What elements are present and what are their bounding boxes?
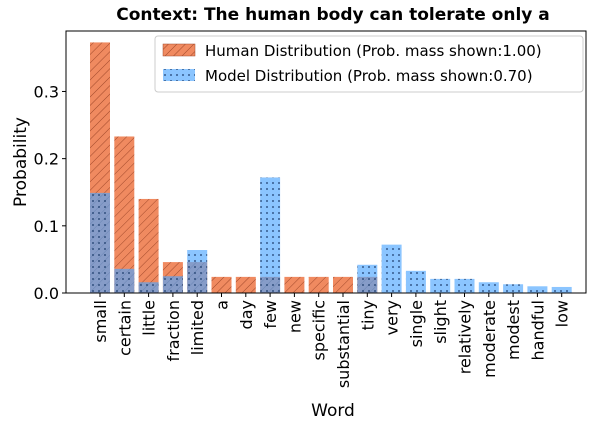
bar [357,264,378,293]
x-tick-label: new [285,300,304,333]
chart-title: Context: The human body can tolerate onl… [116,5,550,25]
x-tick-label: day [237,300,256,329]
bar [405,270,426,293]
x-tick-label: slight [431,300,450,344]
y-tick-label: 0.0 [34,284,59,303]
bar [260,177,281,293]
bar [211,276,232,293]
x-tick-label: a [213,300,232,310]
bar [503,284,524,293]
x-tick-label: tiny [358,300,377,330]
y-tick-label: 0.3 [34,82,59,101]
legend-label: Human Distribution (Prob. mass shown:1.0… [205,42,542,60]
bar [138,198,159,293]
legend-swatch [163,69,195,81]
x-tick-label: handful [528,300,547,360]
x-tick-label: single [407,300,426,347]
x-axis-label: Word [311,401,355,421]
bar [381,244,402,293]
bar [187,250,208,293]
x-tick-label: substantial [334,300,353,388]
bar [284,276,305,293]
bar [90,192,110,293]
bar [114,268,135,293]
x-tick-label: fraction [164,300,183,361]
x-tick-label: small [91,300,110,343]
x-tick-label: few [261,300,280,329]
x-tick-label: relatively [456,300,475,374]
bar [454,278,475,293]
legend: Human Distribution (Prob. mass shown:1.0… [154,35,584,93]
x-tick-label: very [383,300,402,335]
x-tick-label: specific [310,300,329,360]
legend-box [154,35,584,93]
legend-label: Model Distribution (Prob. mass shown:0.7… [205,67,533,85]
bar [308,276,329,293]
legend-swatch [162,43,196,57]
x-tick-label: low [553,300,572,327]
y-tick-label: 0.2 [34,150,59,169]
plot-frame [65,30,587,294]
y-tick-label: 0.1 [34,217,59,236]
bar [333,276,353,293]
bar [162,276,183,293]
x-tick-label: little [140,300,159,336]
x-tick-label: certain [115,300,134,356]
bar [551,286,572,293]
y-axis-label: Probability [11,117,31,207]
x-tick-label: moderate [480,300,499,378]
bar [114,136,135,293]
x-tick-label: modest [504,300,523,360]
bar [478,282,499,293]
bar [527,286,548,293]
x-tick-label: limited [188,300,207,355]
bar [138,282,159,293]
bar [430,278,451,293]
bar [235,276,256,293]
